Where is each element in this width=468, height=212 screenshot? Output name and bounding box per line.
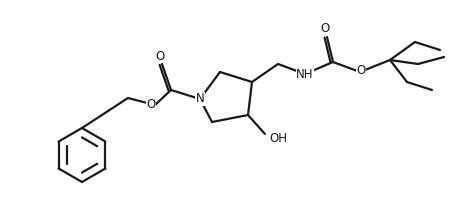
Text: N: N [196, 92, 205, 106]
Text: NH: NH [296, 67, 314, 81]
Text: O: O [321, 22, 329, 35]
Text: OH: OH [269, 132, 287, 145]
Text: O: O [356, 64, 366, 78]
Text: O: O [155, 49, 165, 63]
Text: O: O [146, 98, 156, 110]
